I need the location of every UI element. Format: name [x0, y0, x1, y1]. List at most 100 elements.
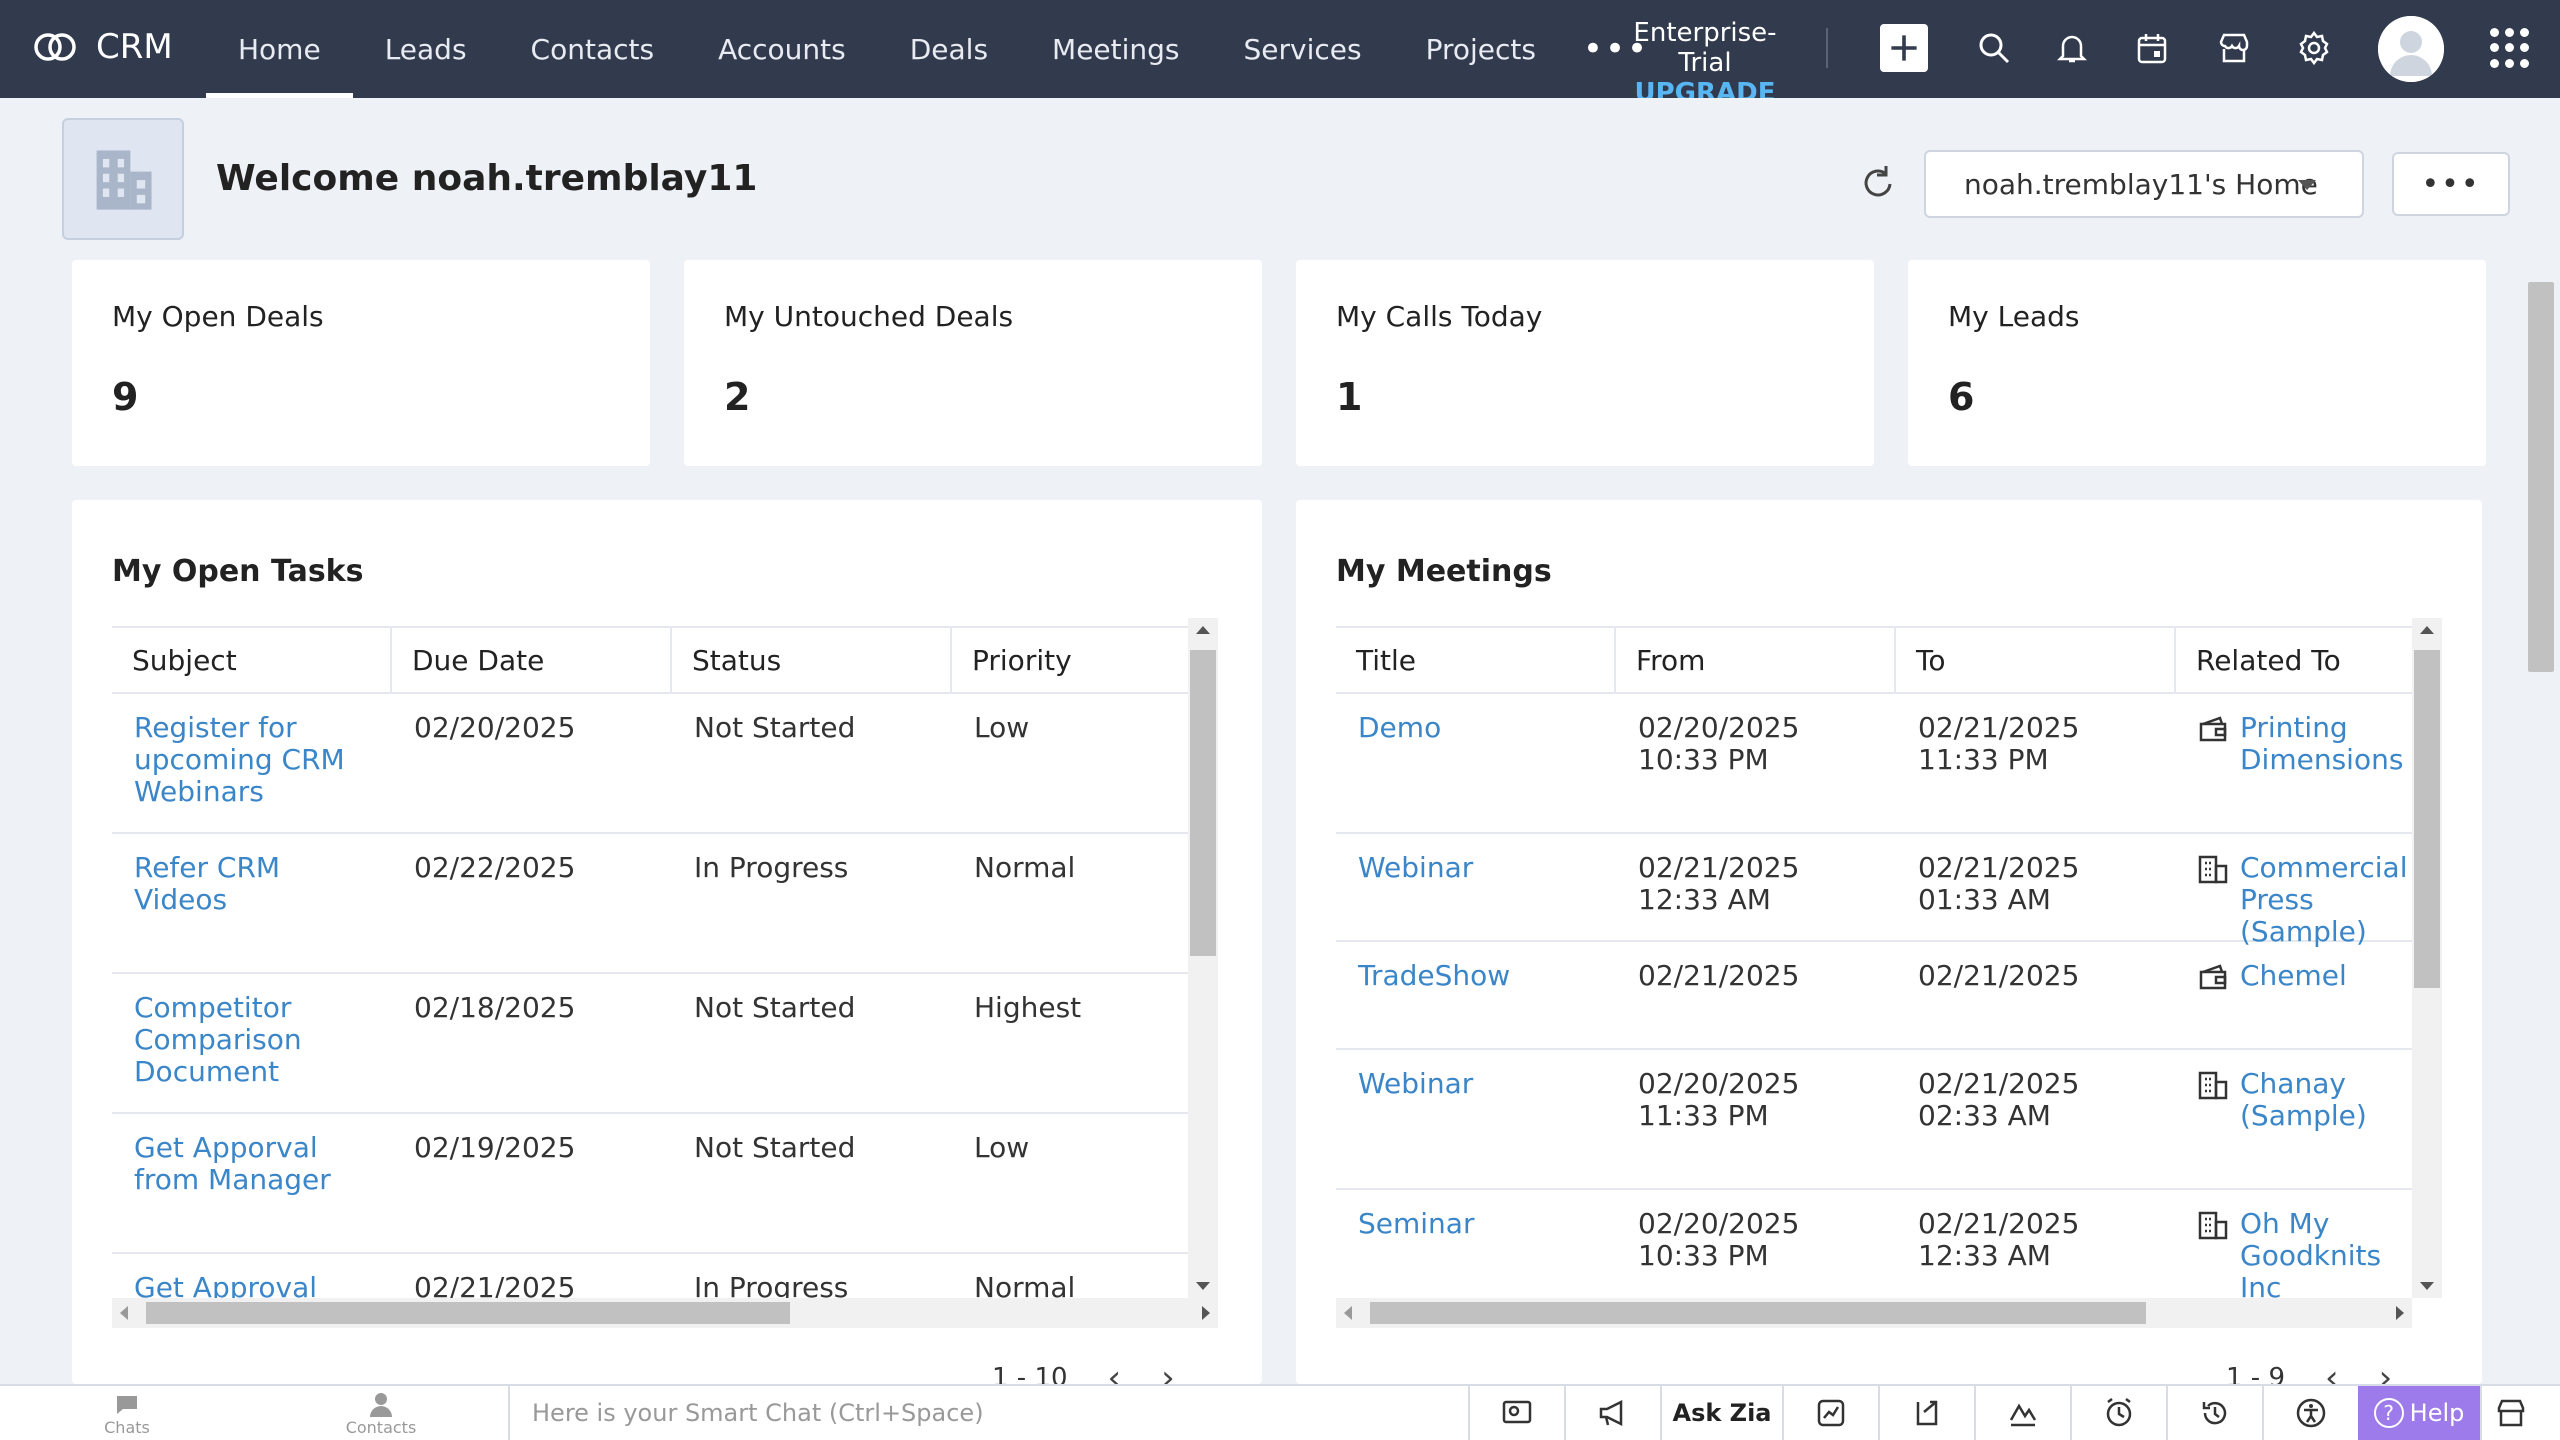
nav-meetings[interactable]: Meetings	[1052, 32, 1180, 66]
column-header-related-to[interactable]: Related To	[2196, 643, 2341, 677]
bb-button-8[interactable]	[2262, 1386, 2358, 1440]
task-subject-link[interactable]: Refer CRM Videos	[134, 851, 281, 916]
stat-card-leads[interactable]: My Leads 6	[1908, 260, 2486, 466]
nav-services[interactable]: Services	[1243, 32, 1362, 66]
meeting-title-link[interactable]: Webinar	[1358, 851, 1474, 884]
stat-card-open-deals[interactable]: My Open Deals 9	[72, 260, 650, 466]
bb-button-2[interactable]	[1564, 1386, 1660, 1440]
table-row: Refer CRM Videos 02/22/2025 In Progress …	[112, 834, 1192, 974]
bb-button-3[interactable]	[1782, 1386, 1878, 1440]
nav-accounts[interactable]: Accounts	[718, 32, 846, 66]
edition-label: Enterprise-Trial	[1633, 18, 1777, 78]
scroll-left-icon[interactable]	[120, 1306, 128, 1320]
chat-icon	[117, 1395, 137, 1414]
column-header-priority[interactable]: Priority	[972, 643, 1072, 677]
refresh-button[interactable]	[1858, 162, 1898, 202]
chats-button[interactable]: Chats	[0, 1386, 254, 1440]
table-row: Get Apporval from Manager 02/19/2025 Not…	[112, 1114, 1192, 1254]
column-header-from[interactable]: From	[1616, 628, 1896, 692]
search-button[interactable]	[1974, 28, 2014, 68]
contacts-button[interactable]: Contacts	[254, 1386, 508, 1440]
meeting-title-link[interactable]: Webinar	[1358, 1067, 1474, 1100]
calendar-button[interactable]	[2132, 28, 2172, 68]
create-new-button[interactable]	[1880, 24, 1928, 72]
meeting-related-to[interactable]: Printing Dimensions	[2176, 694, 2412, 832]
scroll-up-icon[interactable]	[1196, 626, 1210, 634]
bb-button-7[interactable]	[2166, 1386, 2262, 1440]
task-due-date: 02/18/2025	[414, 991, 576, 1024]
bb-button-6[interactable]	[2070, 1386, 2166, 1440]
related-record-link[interactable]: Chemel	[2240, 959, 2347, 992]
help-button[interactable]: ? Help	[2358, 1386, 2480, 1440]
related-record-link[interactable]: Commercial Press (Sample)	[2240, 851, 2408, 948]
meetings-vertical-scrollbar[interactable]	[2412, 618, 2442, 1298]
meetings-horizontal-scrollbar[interactable]	[1336, 1298, 2412, 1328]
account-icon	[2198, 855, 2228, 884]
related-record-link[interactable]: Chanay (Sample)	[2240, 1067, 2367, 1132]
meeting-to: 02/21/2025 11:33 PM	[1918, 711, 2080, 776]
bb-button-1[interactable]	[1468, 1386, 1564, 1440]
marketplace-button[interactable]	[2214, 28, 2254, 68]
scrollbar-thumb[interactable]	[2528, 282, 2554, 672]
nav-more-button[interactable]: •••	[1582, 29, 1650, 69]
ask-zia-button[interactable]: Ask Zia	[1660, 1386, 1782, 1440]
meeting-related-to[interactable]: Chemel	[2176, 942, 2412, 1048]
page-vertical-scrollbar[interactable]	[2526, 254, 2556, 1384]
related-record-link[interactable]: Printing Dimensions	[2240, 711, 2404, 776]
related-record-link[interactable]: Oh My Goodknits Inc	[2240, 1207, 2382, 1299]
notifications-button[interactable]	[2052, 28, 2092, 68]
column-header-to[interactable]: To	[1896, 628, 2176, 692]
column-header-subject[interactable]: Subject	[112, 628, 392, 692]
nav-home[interactable]: Home	[206, 0, 353, 98]
task-due-date: 02/20/2025	[414, 711, 576, 744]
smart-chat-input[interactable]: Here is your Smart Chat (Ctrl+Space)	[508, 1386, 1468, 1440]
table-header: Title From To Related To	[1336, 626, 2412, 694]
bb-button-5[interactable]	[1974, 1386, 2070, 1440]
meeting-title-link[interactable]: TradeShow	[1358, 959, 1511, 992]
tasks-vertical-scrollbar[interactable]	[1188, 618, 1218, 1298]
scroll-up-icon[interactable]	[2420, 626, 2434, 634]
nav-contacts[interactable]: Contacts	[530, 32, 655, 66]
task-subject-link[interactable]: Get Approval	[134, 1271, 318, 1299]
scroll-down-icon[interactable]	[2420, 1282, 2434, 1290]
scroll-down-icon[interactable]	[1196, 1282, 1210, 1290]
meeting-title-link[interactable]: Seminar	[1358, 1207, 1475, 1240]
nav-projects[interactable]: Projects	[1425, 32, 1536, 66]
task-subject-link[interactable]: Competitor Comparison Document	[134, 991, 302, 1088]
scroll-left-icon[interactable]	[1344, 1306, 1352, 1320]
nav-leads[interactable]: Leads	[384, 32, 467, 66]
scroll-right-icon[interactable]	[1202, 1306, 1210, 1320]
meeting-related-to[interactable]: Oh My Goodknits Inc	[2176, 1190, 2412, 1298]
meeting-title-link[interactable]: Demo	[1358, 711, 1442, 744]
scrollbar-thumb[interactable]	[146, 1302, 790, 1324]
stat-card-untouched-deals[interactable]: My Untouched Deals 2	[684, 260, 1262, 466]
avatar[interactable]	[2378, 16, 2444, 82]
alarm-icon	[2106, 1398, 2132, 1427]
megaphone-icon	[1599, 1399, 1623, 1427]
tasks-horizontal-scrollbar[interactable]	[112, 1298, 1218, 1328]
search-icon	[1979, 33, 2010, 64]
column-header-status[interactable]: Status	[672, 628, 952, 692]
bb-button-9[interactable]	[2480, 1386, 2540, 1440]
scroll-right-icon[interactable]	[2396, 1306, 2404, 1320]
meeting-related-to[interactable]: Commercial Press (Sample)	[2176, 834, 2412, 948]
scrollbar-thumb[interactable]	[1370, 1302, 2146, 1324]
crm-logo[interactable]: CRM	[30, 22, 173, 72]
column-header-title[interactable]: Title	[1336, 628, 1616, 692]
settings-button[interactable]	[2294, 28, 2334, 68]
nav-deals[interactable]: Deals	[909, 32, 989, 66]
share-icon	[1916, 1400, 1938, 1426]
task-subject-link[interactable]: Register for upcoming CRM Webinars	[134, 711, 345, 808]
column-header-due-date[interactable]: Due Date	[392, 628, 672, 692]
meeting-related-to[interactable]: Chanay (Sample)	[2176, 1050, 2412, 1188]
apps-grid-button[interactable]	[2490, 28, 2530, 68]
home-view-select[interactable]: noah.tremblay11's Home	[1924, 150, 2364, 218]
task-subject-link[interactable]: Get Apporval from Manager	[134, 1131, 331, 1196]
more-options-button[interactable]: •••	[2392, 152, 2510, 216]
scrollbar-thumb[interactable]	[2414, 650, 2440, 988]
stat-card-calls-today[interactable]: My Calls Today 1	[1296, 260, 1874, 466]
top-navigation-bar: CRM Home Leads Contacts Accounts Deals M…	[0, 0, 2560, 108]
scrollbar-thumb[interactable]	[1190, 650, 1216, 956]
tasks-table: Subject Due Date Status Priority Registe…	[112, 626, 1192, 1298]
bb-button-4[interactable]	[1878, 1386, 1974, 1440]
